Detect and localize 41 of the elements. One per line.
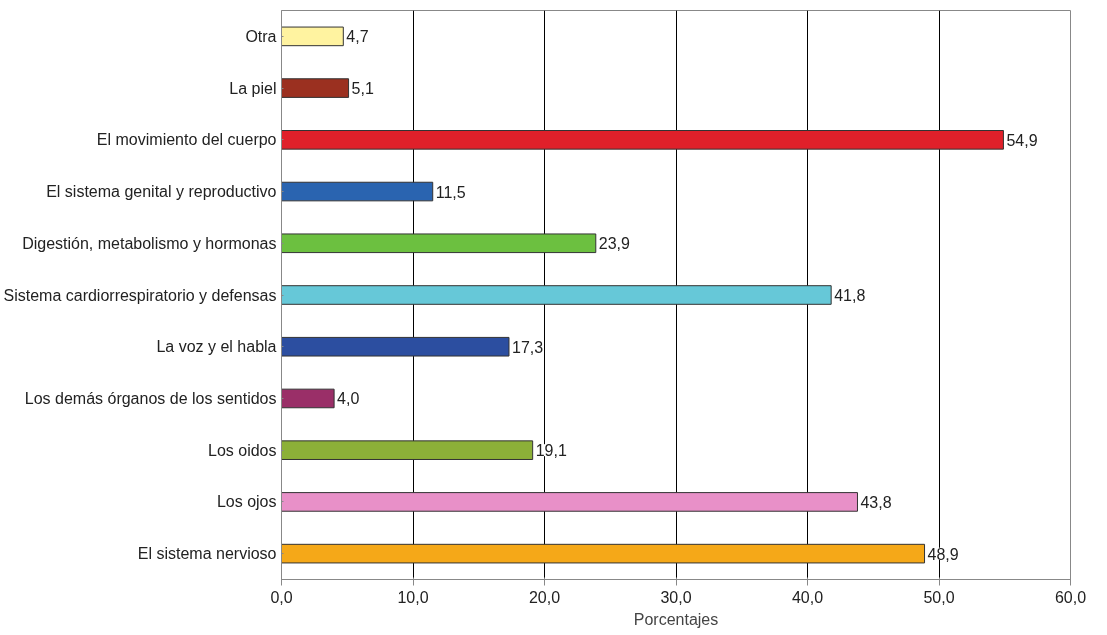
data-label: 23,9 — [598, 235, 631, 253]
y-tick-label: Digestión, metabolismo y hormonas — [22, 234, 277, 252]
x-tick-label: 10,0 — [397, 588, 429, 606]
y-tick-label: El sistema genital y reproductivo — [46, 183, 277, 201]
data-label: 5,1 — [351, 80, 374, 98]
data-label: 54,9 — [1006, 131, 1038, 149]
bar — [281, 181, 434, 202]
bar — [281, 440, 534, 460]
data-label: 19,1 — [535, 442, 567, 460]
x-tick-label: 30,0 — [660, 588, 692, 606]
data-label: 4,7 — [346, 28, 369, 46]
y-tick-label: La voz y el habla — [156, 338, 277, 356]
data-label: 41,8 — [834, 287, 866, 304]
bar — [281, 233, 597, 254]
bar — [281, 543, 926, 564]
y-tick-label: El sistema nervioso — [137, 545, 277, 563]
y-tick-label: Sistema cardiorrespiratorio y defensas — [3, 286, 277, 304]
bar — [281, 78, 350, 98]
y-tick-label: Los demás órganos de los sentidos — [24, 389, 277, 407]
data-label: 48,9 — [927, 545, 959, 563]
x-tick-label: 40,0 — [791, 588, 824, 606]
x-axis-title: Porcentajes — [633, 610, 719, 628]
x-tick-label: 0,0 — [270, 588, 293, 606]
x-tick-label: 20,0 — [528, 588, 561, 606]
y-tick-label: El movimiento del cuerpo — [96, 131, 277, 149]
bar — [281, 336, 510, 357]
bar — [281, 492, 858, 512]
data-label: 43,8 — [860, 493, 892, 511]
data-label: 17,3 — [511, 338, 544, 356]
data-label: 11,5 — [435, 183, 466, 201]
y-tick-label: Los ojos — [216, 493, 277, 511]
y-tick-label: Los oidos — [208, 441, 277, 459]
bar — [281, 285, 832, 305]
bar — [281, 130, 1004, 150]
bar — [281, 26, 344, 47]
bar — [281, 388, 335, 409]
x-tick-label: 50,0 — [923, 588, 955, 606]
x-tick-label: 60,0 — [1054, 588, 1087, 606]
y-tick-label: Otra — [245, 27, 277, 45]
data-label: 4,0 — [337, 390, 360, 408]
y-tick-label: La piel — [229, 79, 277, 97]
